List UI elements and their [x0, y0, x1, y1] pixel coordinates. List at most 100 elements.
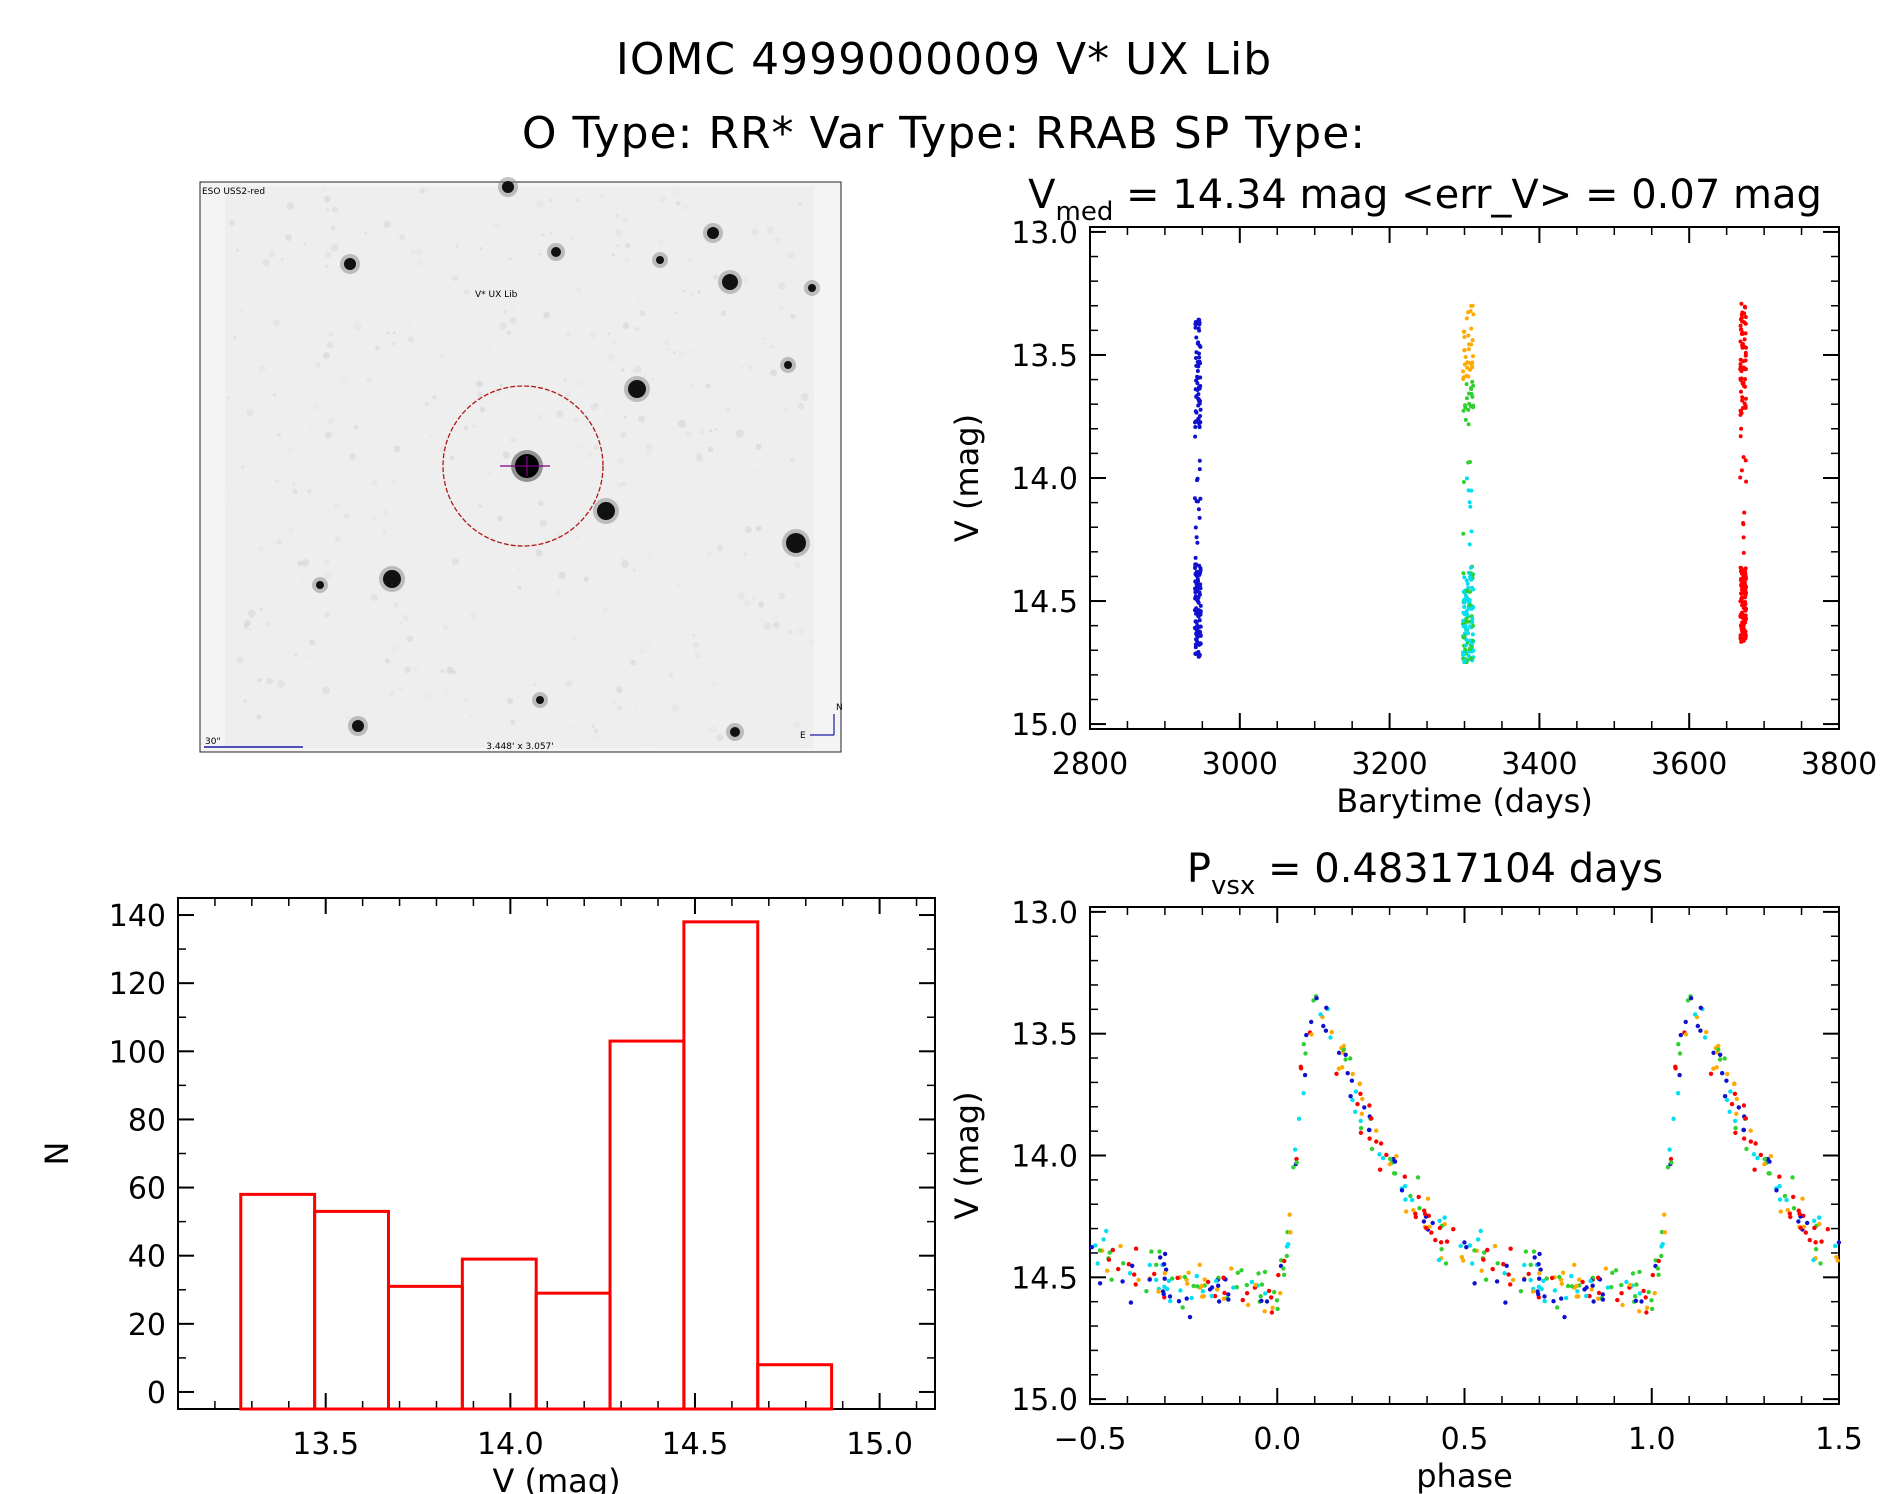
finder-noise — [309, 428, 312, 432]
finder-noise — [709, 429, 713, 433]
finder-noise — [535, 549, 543, 557]
finder-noise — [623, 415, 627, 419]
light-curve-point — [1461, 531, 1466, 536]
phased-point — [1133, 1282, 1138, 1287]
finder-noise — [403, 630, 408, 634]
phased-point — [1472, 1281, 1477, 1286]
phased-point — [1170, 1276, 1175, 1281]
phased-point — [1698, 1005, 1704, 1010]
phased-point — [1132, 1272, 1137, 1277]
light-curve-point — [1468, 603, 1473, 608]
phased-point — [1549, 1275, 1555, 1281]
finder-noise — [773, 627, 778, 632]
finder-noise — [324, 251, 332, 258]
phased-point — [1508, 1246, 1513, 1251]
light-curve-point — [1462, 605, 1467, 609]
finder-noise — [338, 380, 343, 385]
light-curve-point — [1466, 488, 1471, 493]
phased-point — [1748, 1139, 1754, 1144]
finder-noise — [592, 734, 600, 741]
phased-point — [1801, 1224, 1807, 1230]
finder-noise — [442, 624, 449, 631]
light-curve-point — [1194, 535, 1199, 540]
finder-noise — [365, 415, 372, 422]
finder-chart: ESO USS2-red V* UX Lib 30" 3.448' x 3.057' N… — [199, 177, 843, 753]
phased-point — [1495, 1261, 1500, 1266]
phased-point — [1387, 1162, 1393, 1167]
finder-noise — [514, 739, 522, 747]
phased-point — [1438, 1240, 1444, 1245]
finder-noise — [452, 670, 457, 675]
finder-noise — [370, 721, 378, 729]
phased-point — [1649, 1306, 1655, 1312]
phased-point — [1528, 1262, 1533, 1268]
phased-point — [1458, 1243, 1463, 1249]
finder-noise — [748, 365, 754, 370]
light-curve-point — [1471, 403, 1476, 408]
finder-noise — [442, 687, 450, 695]
phased-point — [1673, 1066, 1678, 1071]
x-tick-label: 2800 — [1052, 747, 1128, 782]
phased-point — [1660, 1242, 1665, 1247]
light-curve-point — [1739, 596, 1744, 601]
finder-noise — [344, 625, 352, 633]
finder-noise — [469, 611, 478, 620]
phased-point — [1281, 1272, 1287, 1278]
phased-point — [1359, 1111, 1365, 1117]
finder-noise — [371, 479, 378, 487]
phased-point — [1741, 1127, 1747, 1133]
light-curve-point — [1742, 304, 1747, 309]
phased-point — [1818, 1261, 1823, 1266]
phased-point — [1702, 1035, 1708, 1040]
phased-point — [1149, 1249, 1154, 1254]
phased-point — [1424, 1225, 1429, 1231]
light-curve-point — [1741, 550, 1746, 555]
finder-noise — [349, 453, 356, 460]
phased-point — [1244, 1282, 1250, 1288]
light-curve-point — [1196, 392, 1201, 397]
phased-point — [1796, 1219, 1801, 1224]
finder-noise — [386, 728, 389, 731]
phased-point — [1788, 1214, 1793, 1220]
phased-point — [1162, 1276, 1167, 1281]
light-curve-point — [1195, 581, 1200, 586]
finder-noise — [364, 232, 368, 235]
finder-noise — [257, 678, 262, 683]
finder-noise — [455, 244, 459, 249]
finder-noise — [277, 680, 286, 688]
phased-point — [1377, 1152, 1382, 1157]
finder-noise — [226, 495, 234, 503]
histogram-bar — [239, 1192, 317, 1411]
finder-noise — [399, 621, 402, 625]
finder-noise — [714, 427, 718, 431]
phased-point — [1508, 1282, 1513, 1287]
finder-noise — [370, 594, 378, 601]
phased-point — [1089, 1245, 1095, 1250]
finder-noise — [536, 200, 544, 208]
phased-point — [1130, 1263, 1135, 1269]
phased-point — [1321, 1023, 1326, 1029]
finder-noise — [672, 189, 681, 198]
finder-noise — [415, 249, 423, 256]
phased-point — [1304, 1032, 1309, 1038]
x-tick-label: 1.5 — [1815, 1422, 1863, 1457]
phased-point — [1415, 1175, 1421, 1180]
phased-point — [1384, 1152, 1389, 1158]
finder-noise — [520, 338, 523, 341]
phased-point — [1537, 1276, 1542, 1281]
phased-point — [1186, 1270, 1191, 1275]
finder-noise — [599, 193, 604, 198]
phased-point — [1369, 1116, 1374, 1121]
x-tick-label: 1.0 — [1628, 1422, 1676, 1457]
phased-point — [1222, 1290, 1227, 1296]
finder-noise — [415, 474, 422, 481]
phased-point — [1538, 1267, 1543, 1272]
phased-point — [1226, 1292, 1231, 1297]
finder-noise — [502, 451, 510, 459]
finder-noise — [425, 188, 431, 193]
phased-point — [1436, 1257, 1442, 1263]
phased-point — [1766, 1171, 1771, 1176]
phased-point — [1537, 1251, 1542, 1257]
phased-point — [1584, 1293, 1589, 1299]
finder-star — [628, 380, 646, 398]
